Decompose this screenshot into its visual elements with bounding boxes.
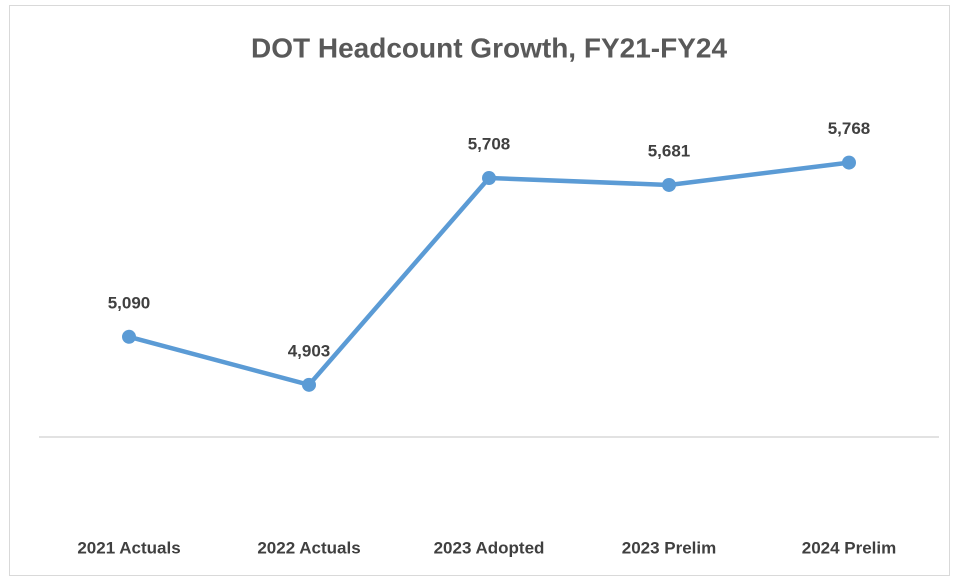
x-tick-label: 2023 Adopted <box>434 538 545 557</box>
data-point <box>662 177 676 192</box>
data-label: 4,903 <box>288 341 331 360</box>
data-point <box>482 171 496 186</box>
x-tick-label: 2023 Prelim <box>622 538 717 557</box>
data-point <box>302 377 316 392</box>
data-label: 5,090 <box>108 293 151 312</box>
chart-border <box>9 5 950 576</box>
data-label: 5,768 <box>828 119 871 138</box>
data-label: 5,708 <box>468 135 511 154</box>
x-tick-label: 2024 Prelim <box>802 538 897 557</box>
data-point <box>842 155 856 170</box>
x-tick-label: 2021 Actuals <box>77 538 180 557</box>
chart-title: DOT Headcount Growth, FY21-FY24 <box>251 32 727 63</box>
x-tick-label: 2022 Actuals <box>257 538 360 557</box>
data-point <box>122 329 136 344</box>
data-label: 5,681 <box>648 141 691 160</box>
